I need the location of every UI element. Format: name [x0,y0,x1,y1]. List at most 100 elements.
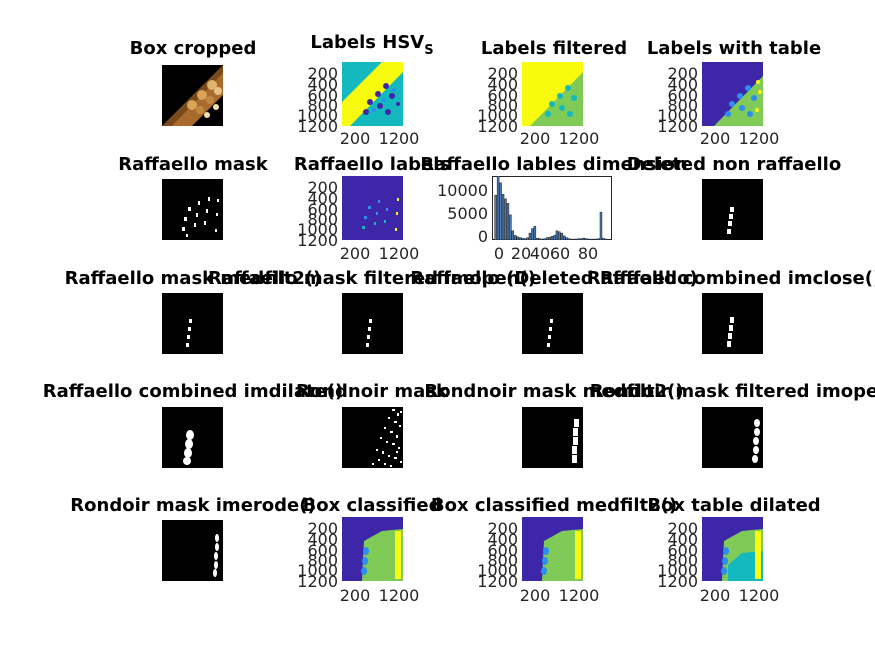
ytick-box-classified-medfilt2-200: 200 [487,519,518,538]
title-raffaello-mask: Raffaello mask [118,154,268,175]
image-rondnoir-mask-medfilt2 [522,407,583,468]
image-labels-with-table [702,62,763,126]
ytick-histogram-10000: 10000 [437,181,488,200]
histogram-bar [604,238,608,240]
histogram-bar [509,214,512,240]
xtick-box-classified-medfilt2-200: 200 [519,586,551,605]
title-rondoir-mask-imerode: Rondoir mask imerode() [70,495,316,516]
histogram-bar [602,237,605,240]
histogram-bar [599,211,603,240]
histogram-bar [592,238,595,240]
ytick-raffaello-labels-600: 600 [307,200,338,219]
image-rondoir-mask-filtered-imope [702,407,763,468]
title-raffaello-mask-medfilt2: Raffaello mask medfilt2() [64,268,322,289]
ytick-raffaello-labels-1200: 1200 [297,231,338,250]
ytick-labels-hsv-1000: 1000 [297,106,338,125]
image-box-classified [342,517,403,581]
histogram-bar [504,198,507,240]
xtick-labels-filtered-1200: 1200 [558,129,600,148]
title-raffaello-lables-dimension: Raffaello lables dimension [420,154,688,175]
histogram-bar [501,194,505,240]
xtick-box-table-dilated-200: 200 [699,586,731,605]
histogram-bar [570,238,573,240]
ytick-box-classified-medfilt2-1000: 1000 [477,561,518,580]
xtick-histogram-40: 40 [529,244,551,263]
ytick-labels-filtered-1000: 1000 [477,106,518,125]
ytick-box-table-dilated-200: 200 [667,519,698,538]
ytick-box-table-dilated-800: 800 [667,551,698,570]
ytick-labels-with-table-200: 200 [667,64,698,83]
xtick-labels-with-table-1200: 1200 [738,129,780,148]
histogram-bar [514,235,517,240]
histogram-bar [587,238,590,240]
title-raffaello-combined-imclose: Raffaello combined imclose() [586,268,875,289]
ytick-raffaello-labels-400: 400 [307,189,338,208]
xtick-raffaello-labels-1200: 1200 [378,244,420,263]
ytick-raffaello-labels-800: 800 [307,210,338,229]
histogram-bar [594,238,598,240]
histogram-bar [577,238,581,240]
ytick-box-classified-medfilt2-400: 400 [487,530,518,549]
histogram-bar [582,237,586,240]
image-box-cropped [162,65,223,126]
histogram-raffaello-lables-dimension [492,176,612,240]
histogram-bar [496,176,500,240]
histogram-bar [536,237,539,240]
xtick-labels-filtered-200: 200 [519,129,551,148]
ytick-labels-with-table-600: 600 [667,86,698,105]
histogram-bar [518,237,522,240]
ytick-labels-with-table-1200: 1200 [657,117,698,136]
ytick-box-classified-600: 600 [307,541,338,560]
ytick-box-classified-medfilt2-1200: 1200 [477,572,518,591]
image-raffaello-mask [162,179,223,240]
image-rondnoir-mask [342,407,403,468]
ytick-labels-hsv-400: 400 [307,75,338,94]
histogram-bar [580,238,583,240]
image-labels-filtered [522,62,583,126]
ytick-box-classified-1000: 1000 [297,561,338,580]
histogram-bars [494,176,608,240]
histogram-bar [531,228,534,240]
title-labels-with-table: Labels with table [646,38,822,59]
ytick-box-classified-400: 400 [307,530,338,549]
ytick-raffaello-labels-200: 200 [307,178,338,197]
title-box-classified: Box classified [302,495,442,516]
title-rondoir-mask-filtered-imope: Rondoir mask filtered imope [589,381,875,402]
histogram-bar [521,237,524,240]
title-raffaello-deleted-raffaello: Raffaello (Deleted Raffaello) [410,268,698,289]
xtick-box-classified-medfilt2-1200: 1200 [558,586,600,605]
ytick-histogram-0: 0 [477,227,488,246]
xtick-labels-hsv-200: 200 [339,129,371,148]
title-deleted-non-raffaello: Deleted non raffaello [626,154,842,175]
ytick-labels-filtered-1200: 1200 [477,117,518,136]
xtick-labels-hsv-1200: 1200 [378,129,420,148]
histogram-bar [558,231,561,240]
xtick-histogram-80: 80 [577,244,599,263]
title-labels-hsv-subscript: S [424,43,434,58]
title-box-table-dilated: Box table dilated [647,495,821,516]
ytick-box-classified-200: 200 [307,519,338,538]
histogram-bar [540,238,544,240]
title-labels-hsv: Labels HSVS [310,34,433,59]
histogram-bar [565,237,568,240]
image-raffaello-labels [342,176,403,240]
histogram-bar [572,238,576,240]
xtick-histogram-60: 60 [549,244,571,263]
ytick-labels-filtered-600: 600 [487,86,518,105]
title-raffaello-combined-imdilate: Raffaello combined imdilate() [42,381,344,402]
ytick-box-table-dilated-1200: 1200 [657,572,698,591]
histogram-bar [563,235,566,240]
image-raffaello-combined-imdilate [162,407,223,468]
xtick-histogram-20: 20 [510,244,532,263]
image-box-table-dilated [702,517,763,581]
histogram-bar [548,237,551,240]
ytick-labels-hsv-800: 800 [307,96,338,115]
histogram-bar [523,238,527,240]
histogram-bar [597,238,600,240]
histogram-bar [516,236,519,240]
image-box-classified-medfilt2 [522,517,583,581]
ytick-box-classified-medfilt2-800: 800 [487,551,518,570]
ytick-labels-filtered-200: 200 [487,64,518,83]
histogram-bar [528,232,532,240]
histogram-bar [550,236,554,240]
